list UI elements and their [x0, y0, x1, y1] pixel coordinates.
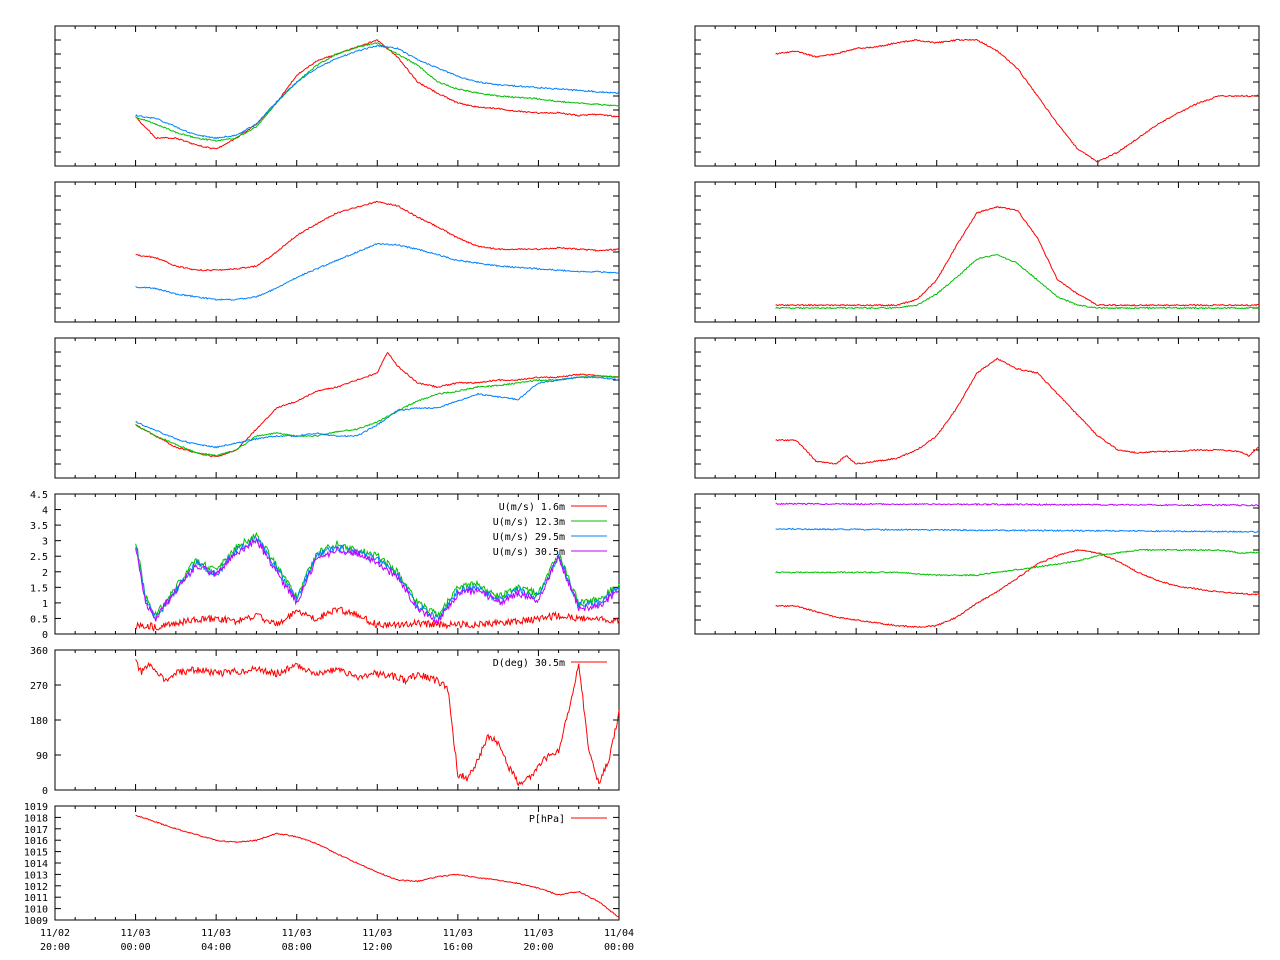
panel-frame	[694, 493, 1260, 635]
x-tick-time-label: 00:00	[121, 942, 151, 953]
series-line-1	[135, 658, 620, 787]
panel-frame	[694, 25, 1260, 167]
series-line-3	[775, 527, 1260, 534]
x-tick-time-label: 08:00	[282, 942, 312, 953]
series-line-1	[135, 39, 620, 150]
series-line-3	[135, 375, 620, 449]
left-panel-1-panel	[54, 25, 620, 167]
series-line-1	[775, 38, 1260, 163]
x-tick-date-label: 11/03	[121, 928, 151, 939]
y-tick-label: 1011	[24, 893, 48, 904]
left-panel-2-panel	[54, 181, 620, 323]
y-tick-label: 0	[42, 630, 48, 641]
right-panel-4-panel	[694, 493, 1260, 635]
series-line-1	[135, 352, 620, 458]
x-tick-date-label: 11/03	[362, 928, 392, 939]
y-tick-label: 2	[42, 568, 48, 579]
x-tick-time-label: 00:00	[604, 942, 634, 953]
panel-frame	[694, 181, 1260, 323]
y-tick-label: 270	[30, 681, 48, 692]
y-tick-label: 1013	[24, 870, 48, 881]
y-tick-label: 1018	[24, 813, 48, 824]
legend-label: U(m/s) 12.3m	[493, 517, 565, 528]
y-tick-label: 2.5	[30, 552, 48, 563]
panel-frame	[694, 337, 1260, 479]
x-tick-date-label: 11/03	[443, 928, 473, 939]
series-line-4	[135, 537, 620, 626]
series-line-2	[135, 42, 620, 143]
y-tick-label: 90	[36, 751, 48, 762]
panel-frame	[54, 649, 620, 791]
y-tick-label: 3.5	[30, 521, 48, 532]
pressure-panel: 1009101010111012101310141015101610171018…	[24, 802, 634, 953]
x-tick-date-label: 11/03	[523, 928, 553, 939]
series-line-3	[135, 536, 620, 622]
series-line-2	[775, 548, 1259, 577]
series-line-1	[775, 205, 1260, 307]
y-tick-label: 1009	[24, 916, 48, 927]
x-tick-time-label: 20:00	[40, 942, 70, 953]
series-line-1	[135, 606, 620, 632]
legend-label: U(m/s) 30.5m	[493, 547, 565, 558]
x-tick-time-label: 16:00	[443, 942, 473, 953]
panel-frame	[54, 181, 620, 323]
panel-frame	[54, 25, 620, 167]
x-tick-time-label: 20:00	[523, 942, 553, 953]
series-line-1	[135, 814, 620, 919]
y-tick-label: 180	[30, 716, 48, 727]
y-tick-label: 1010	[24, 905, 48, 916]
legend-label: U(m/s) 29.5m	[493, 532, 565, 543]
y-tick-label: 3	[42, 537, 48, 548]
legend-label: P[hPa]	[529, 814, 565, 825]
y-tick-label: 4	[42, 506, 48, 517]
x-tick-date-label: 11/03	[282, 928, 312, 939]
series-line-1	[135, 200, 620, 272]
y-tick-label: 1019	[24, 802, 48, 813]
series-line-2	[135, 374, 620, 457]
series-line-1	[775, 357, 1260, 465]
x-tick-date-label: 11/03	[201, 928, 231, 939]
y-tick-label: 4.5	[30, 490, 48, 501]
series-line-2	[775, 254, 1259, 310]
series-line-4	[775, 502, 1260, 507]
series-line-3	[135, 44, 620, 140]
y-tick-label: 1	[42, 599, 48, 610]
y-tick-label: 360	[30, 646, 48, 657]
x-tick-date-label: 11/02	[40, 928, 70, 939]
left-panel-3-panel	[54, 337, 620, 479]
y-tick-label: 1016	[24, 836, 48, 847]
x-tick-date-label: 11/04	[604, 928, 634, 939]
x-tick-time-label: 12:00	[362, 942, 392, 953]
y-tick-label: 0.5	[30, 614, 48, 625]
series-line-1	[775, 549, 1260, 628]
right-panel-3-panel	[694, 337, 1260, 479]
y-tick-label: 0	[42, 786, 48, 797]
panel-frame	[54, 337, 620, 479]
y-tick-label: 1015	[24, 848, 48, 859]
right-panel-2-panel	[694, 181, 1260, 323]
wind-direction-panel: 0 90 180 270 360 D(deg) 30.5m	[30, 646, 620, 797]
y-tick-label: 1012	[24, 882, 48, 893]
right-panel-1-panel	[694, 25, 1260, 167]
legend-label: D(deg) 30.5m	[493, 658, 565, 669]
y-tick-label: 1.5	[30, 583, 48, 594]
wind-speed-panel: 0 0.5 1 1.5 2 2.5 3 3.5 4 4.5 U(m/s) 1.6m U(m/s) 12…	[30, 490, 620, 641]
series-line-2	[135, 242, 620, 301]
y-tick-label: 1014	[24, 859, 48, 870]
x-tick-time-label: 04:00	[201, 942, 231, 953]
legend-label: U(m/s) 1.6m	[499, 502, 565, 513]
series-line-2	[135, 531, 620, 618]
y-tick-label: 1017	[24, 825, 48, 836]
